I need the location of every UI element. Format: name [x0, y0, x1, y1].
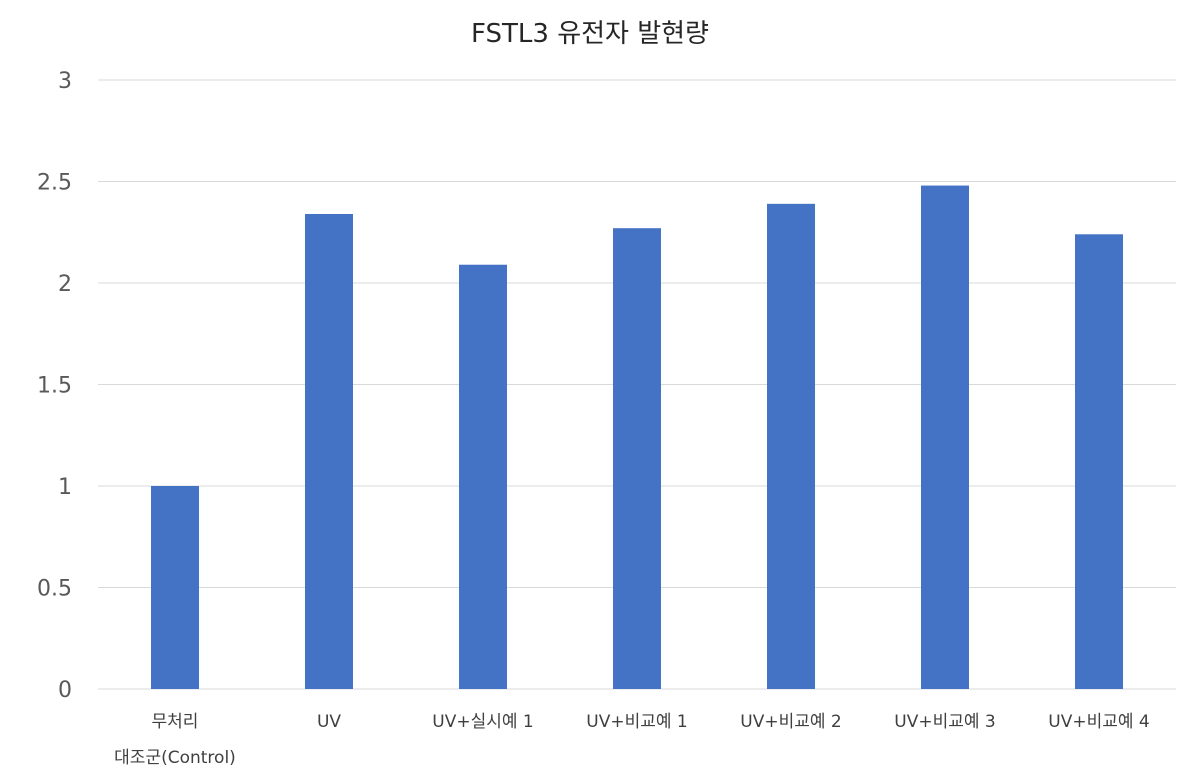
x-tick-label-line: UV+비교예 1 — [586, 712, 687, 732]
y-axis-ticks: 0 0.5 1 1.5 2 2.5 3 — [37, 69, 72, 703]
x-tick-label-line: 대조군(Control) — [114, 748, 236, 768]
y-tick-label: 1 — [58, 475, 72, 500]
x-tick-label: UV+비교예 1 — [586, 712, 687, 732]
x-tick-label: UV+비교예 3 — [894, 712, 995, 732]
bar — [459, 265, 507, 689]
x-tick-label-line: 무처리 — [152, 712, 199, 732]
x-tick-label-line: UV+비교예 2 — [740, 712, 841, 732]
x-tick-label: 무처리대조군(Control) — [114, 712, 236, 768]
bar — [151, 486, 199, 689]
bar — [1075, 234, 1123, 689]
y-tick-label: 2.5 — [37, 171, 72, 196]
x-tick-label: UV+비교예 2 — [740, 712, 841, 732]
bar — [921, 186, 969, 689]
x-tick-label-line: UV+비교예 3 — [894, 712, 995, 732]
y-tick-label: 1.5 — [37, 374, 72, 399]
x-tick-label-line: UV+비교예 4 — [1048, 712, 1149, 732]
y-tick-label: 2 — [58, 272, 72, 297]
x-tick-label-line: UV+실시예 1 — [432, 712, 533, 732]
bars — [151, 186, 1123, 689]
x-tick-label: UV — [317, 712, 341, 732]
bar — [767, 204, 815, 689]
x-axis-ticks: 무처리대조군(Control) UV UV+실시예 1 UV+비교예 1 UV+비교예 … — [114, 712, 1150, 768]
y-tick-label: 0 — [58, 678, 72, 703]
x-tick-label-line: UV — [317, 712, 341, 732]
chart-title: FSTL3 유전자 발현량 — [471, 19, 709, 49]
bar — [613, 228, 661, 689]
y-tick-label: 3 — [58, 69, 72, 94]
bar — [305, 214, 353, 689]
x-tick-label: UV+비교예 4 — [1048, 712, 1149, 732]
y-tick-label: 0.5 — [37, 577, 72, 602]
x-tick-label: UV+실시예 1 — [432, 712, 533, 732]
